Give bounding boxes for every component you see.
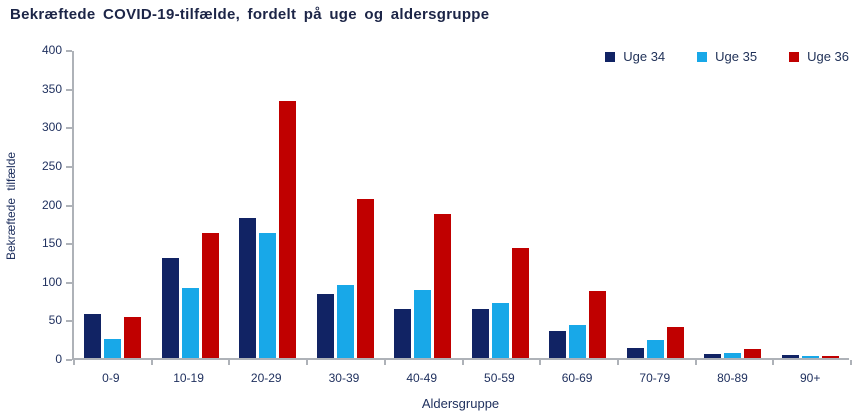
y-axis-tick-label: 250 (41, 158, 62, 173)
y-axis-tick-label: 100 (41, 274, 62, 289)
bar-uge-35-80-89 (724, 352, 742, 358)
y-axis-tick (66, 281, 72, 284)
bar-uge-34-20-29 (239, 218, 257, 358)
bar-uge-34-10-19 (161, 258, 179, 358)
bar-uge-35-30-39 (336, 285, 354, 358)
x-axis-category-label: 90+ (800, 371, 821, 385)
legend-swatch-icon (697, 51, 708, 62)
bar-uge-35-0-9 (104, 338, 122, 358)
bar-uge-34-70-79 (626, 348, 644, 358)
bar-uge-34-90+ (781, 354, 799, 358)
x-axis-category-label: 40-49 (406, 371, 438, 385)
bar-group-70-79 (617, 51, 695, 358)
x-axis-tick (384, 360, 386, 365)
x-axis-tick (151, 360, 153, 365)
bar-uge-36-10-19 (201, 232, 219, 358)
legend: Uge 34 Uge 35 Uge 36 (605, 49, 849, 64)
legend-item-uge-36: Uge 36 (789, 49, 849, 64)
bar-uge-35-90+ (801, 355, 819, 358)
bar-uge-35-70-79 (646, 340, 664, 358)
y-axis-tick (66, 243, 72, 246)
y-axis-tick-label: 50 (48, 313, 62, 328)
x-axis-tick (228, 360, 230, 365)
x-axis-tick (850, 360, 852, 365)
bar-uge-36-90+ (821, 356, 839, 358)
y-axis-tick (66, 50, 72, 52)
bar-uge-36-40-49 (434, 214, 452, 358)
bar-group-50-59 (462, 51, 540, 358)
legend-item-uge-35: Uge 35 (697, 49, 757, 64)
y-axis-tick-label: 350 (41, 81, 62, 96)
bar-uge-36-20-29 (279, 100, 297, 358)
bar-groups-row (74, 51, 849, 358)
y-axis-tick (66, 88, 72, 91)
bar-uge-36-50-59 (511, 248, 529, 358)
bar-uge-34-30-39 (316, 294, 334, 358)
x-axis-category-label: 70-79 (639, 371, 671, 385)
x-axis-category-label: 20-29 (250, 371, 282, 385)
bar-group-80-89 (694, 51, 772, 358)
y-axis-tick-label: 0 (55, 352, 62, 366)
bar-group-0-9 (74, 51, 152, 358)
bar-uge-36-30-39 (356, 199, 374, 358)
x-axis-category-label: 10-19 (173, 371, 204, 385)
bar-uge-36-70-79 (666, 327, 684, 358)
plot-area: 0 50 100 150 200 250 300 350 400 (42, 43, 852, 366)
y-axis-title: Bekræftede tilfælde (4, 151, 18, 260)
x-axis-tick (306, 360, 308, 365)
x-axis-category-label: 30-39 (328, 371, 360, 385)
x-axis-category-label: 0-9 (102, 371, 120, 385)
bar-uge-35-10-19 (181, 288, 199, 358)
x-axis-category-label: 60-69 (561, 371, 593, 385)
x-axis-tick-labels: 0-9 10-19 20-29 30-39 40-49 50-59 60-69 70-79 80… (72, 371, 849, 385)
chart-title: Bekræftede COVID-19-tilfælde, fordelt på… (10, 6, 490, 23)
y-axis-tick-label: 150 (41, 236, 62, 251)
x-axis-tick (772, 360, 774, 365)
bar-group-10-19 (152, 51, 230, 358)
bar-group-20-29 (229, 51, 307, 358)
bar-uge-36-60-69 (589, 291, 607, 358)
legend-item-uge-34: Uge 34 (605, 49, 665, 64)
legend-swatch-icon (605, 51, 616, 62)
x-axis-category-label: 50-59 (484, 371, 515, 385)
x-axis-tick (617, 360, 619, 365)
x-axis-title: Aldersgruppe (421, 396, 500, 411)
bar-group-60-69 (539, 51, 617, 358)
bar-group-40-49 (384, 51, 462, 358)
y-axis-tick-label: 400 (41, 43, 62, 57)
bar-uge-35-50-59 (491, 302, 509, 358)
legend-swatch-icon (789, 51, 800, 62)
x-axis-tick (539, 360, 541, 365)
y-axis-tick (66, 320, 72, 323)
x-axis-tick (73, 360, 75, 365)
y-axis-tick (66, 165, 72, 168)
x-axis-tick (462, 360, 464, 365)
y-axis-tick (66, 204, 72, 207)
bar-group-90+ (772, 51, 850, 358)
bar-uge-34-0-9 (84, 314, 102, 358)
bar-uge-36-80-89 (744, 348, 762, 358)
bar-uge-34-80-89 (704, 354, 722, 358)
x-axis-tick (695, 360, 697, 365)
y-axis-tick (66, 127, 72, 130)
bar-uge-35-40-49 (414, 289, 432, 358)
bar-uge-35-60-69 (569, 325, 587, 358)
y-axis-tick (66, 359, 72, 361)
bar-uge-35-20-29 (259, 232, 277, 358)
bar-uge-34-50-59 (471, 308, 489, 358)
bar-uge-36-0-9 (124, 317, 142, 358)
legend-label: Uge 35 (715, 49, 758, 64)
bar-uge-34-60-69 (549, 331, 567, 358)
y-axis-tick-label: 200 (41, 197, 62, 212)
legend-label: Uge 36 (807, 49, 849, 64)
legend-label: Uge 34 (623, 49, 666, 64)
x-axis-category-label: 80-89 (717, 371, 748, 385)
bar-uge-34-40-49 (394, 308, 412, 358)
y-axis-tick-label: 300 (41, 120, 62, 135)
bar-group-30-39 (307, 51, 385, 358)
